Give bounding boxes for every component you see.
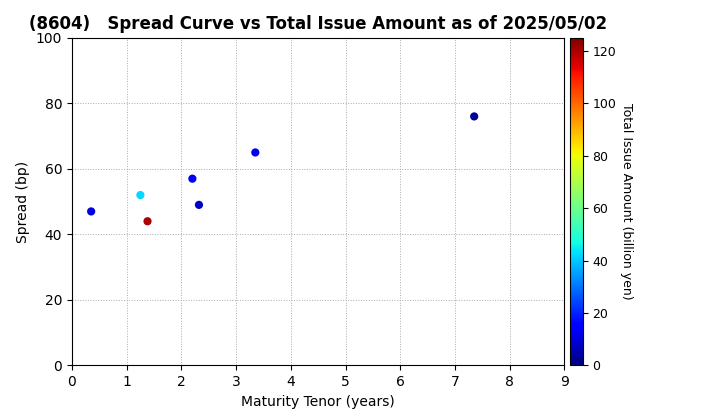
Title: (8604)   Spread Curve vs Total Issue Amount as of 2025/05/02: (8604) Spread Curve vs Total Issue Amoun… <box>30 16 607 34</box>
Y-axis label: Spread (bp): Spread (bp) <box>17 160 30 243</box>
Y-axis label: Total Issue Amount (billion yen): Total Issue Amount (billion yen) <box>620 103 633 300</box>
Point <box>86 208 97 215</box>
Point <box>250 149 261 156</box>
X-axis label: Maturity Tenor (years): Maturity Tenor (years) <box>241 395 395 409</box>
Point <box>142 218 153 225</box>
Point <box>186 175 198 182</box>
Point <box>469 113 480 120</box>
Point <box>135 192 146 198</box>
Point <box>193 202 204 208</box>
